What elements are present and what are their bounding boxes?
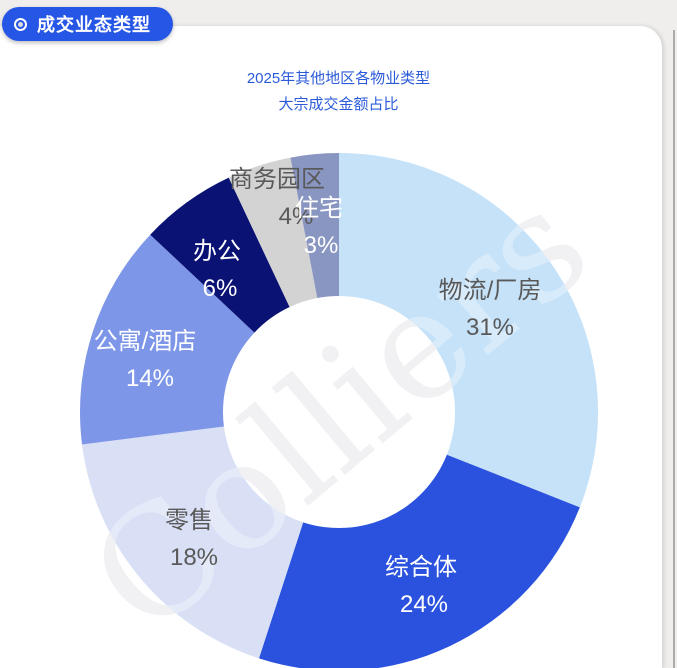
chart-title-line1: 2025年其他地区各物业类型 <box>246 70 431 87</box>
pie-segment-0 <box>339 153 598 508</box>
pie-segment-4 <box>150 177 290 333</box>
chart-title: 2025年其他地区各物业类型 大宗成交金额占比 <box>0 66 677 118</box>
pie-segment-3 <box>80 234 255 445</box>
pie-segment-1 <box>258 454 580 668</box>
pie-segment-6 <box>290 153 339 299</box>
bullet-target-icon <box>14 17 27 31</box>
right-window-edge <box>673 30 675 668</box>
section-badge: 成交业态类型 <box>2 7 173 41</box>
pie-segment-5 <box>228 157 318 308</box>
pie-segment-2 <box>82 426 304 659</box>
section-badge-label: 成交业态类型 <box>37 15 151 35</box>
chart-title-line2: 大宗成交金额占比 <box>278 96 399 113</box>
